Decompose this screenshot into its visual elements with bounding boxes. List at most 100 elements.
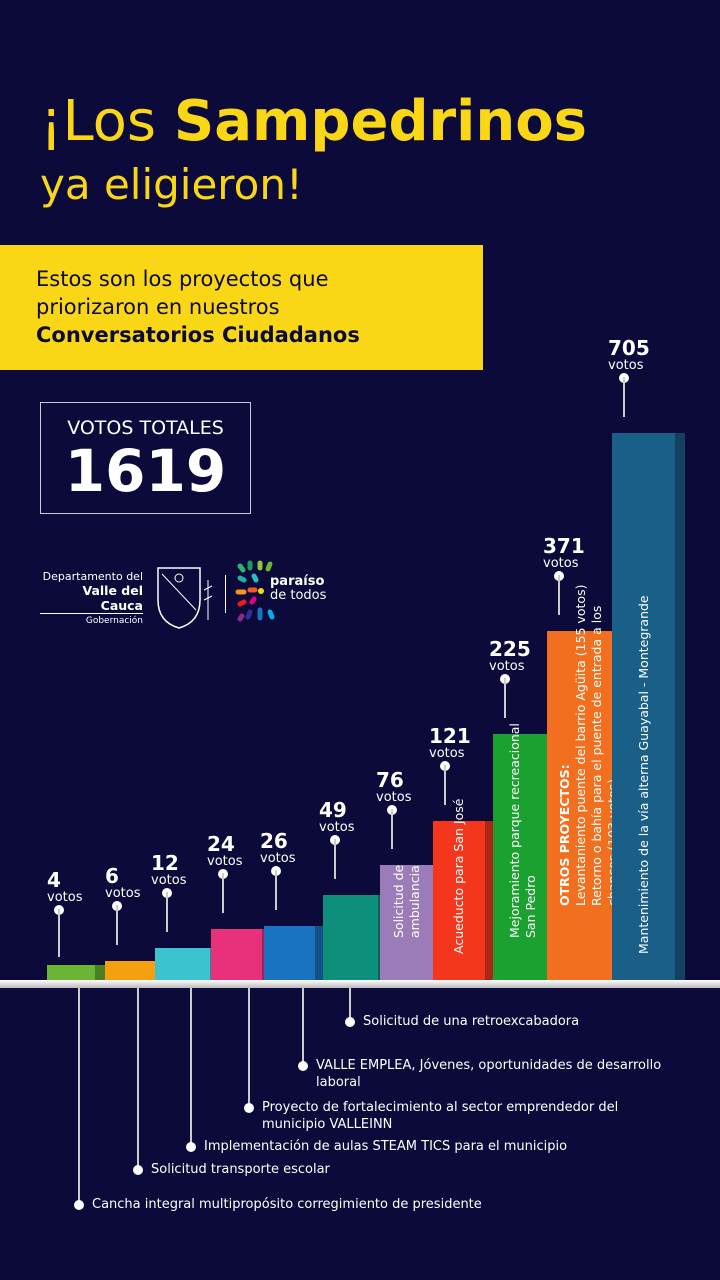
legend-item: Solicitud transporte escolar bbox=[151, 1162, 330, 1177]
legend-item: VALLE EMPLEA, Jóvenes, oportunidades de … bbox=[316, 1058, 662, 1090]
value-label: 6 votos bbox=[105, 865, 140, 901]
value-connector bbox=[116, 904, 118, 945]
bar-inside-label: Acueducto para San José bbox=[451, 798, 466, 954]
total-votes-label: VOTOS TOTALES bbox=[67, 417, 224, 439]
value-label: 371 votos bbox=[543, 535, 585, 571]
legend-item: Cancha integral multipropósito corregimi… bbox=[92, 1197, 482, 1212]
legend-dot bbox=[345, 1017, 355, 1027]
value-label: 705 votos bbox=[608, 337, 650, 373]
value-connector bbox=[166, 892, 168, 933]
title-line2: ya eligieron! bbox=[40, 160, 303, 209]
value-connector bbox=[444, 764, 446, 805]
value-number: 12 bbox=[151, 851, 179, 876]
bar-face bbox=[493, 734, 553, 980]
value-label: 76 votos bbox=[376, 769, 411, 805]
value-number: 4 bbox=[47, 868, 61, 893]
banner: Estos son los proyectos que priorizaron … bbox=[0, 245, 483, 370]
total-votes-value: 1619 bbox=[64, 437, 227, 505]
value-label: 12 votos bbox=[151, 852, 186, 888]
dept-line1: Departamento del bbox=[42, 570, 143, 583]
legend-connector bbox=[302, 988, 304, 1066]
bar-face bbox=[264, 925, 315, 980]
value-number: 76 bbox=[376, 767, 404, 792]
bar-side bbox=[485, 820, 495, 980]
legend-item: Implementación de aulas STEAM TICS para … bbox=[204, 1139, 568, 1154]
title-pre: ¡Los bbox=[40, 89, 174, 154]
bar-face bbox=[155, 948, 210, 980]
value-connector bbox=[623, 376, 625, 417]
banner-line3: Conversatorios Ciudadanos bbox=[36, 323, 360, 347]
coat-of-arms-icon bbox=[157, 567, 213, 629]
bar-face bbox=[211, 928, 262, 980]
bar-face bbox=[47, 965, 95, 980]
value-number: 705 bbox=[608, 335, 650, 360]
bar-inside-label: Mejoramiento parque recreacional San Ped… bbox=[507, 723, 538, 938]
bar bbox=[264, 925, 325, 980]
value-connector bbox=[275, 869, 277, 910]
value-connector bbox=[222, 872, 224, 913]
banner-line2: priorizaron en nuestros bbox=[36, 295, 280, 319]
legend-dot bbox=[298, 1061, 308, 1071]
bar: Mantenimiento de la vía alterna Guayabal… bbox=[612, 432, 685, 980]
value-connector bbox=[504, 678, 506, 719]
bar-face bbox=[323, 895, 378, 980]
value-label: 225 votos bbox=[489, 638, 531, 674]
value-number: 121 bbox=[429, 723, 471, 748]
chart-baseline bbox=[0, 980, 720, 988]
brand-line1: paraíso bbox=[270, 574, 325, 589]
value-unit: votos bbox=[489, 659, 525, 675]
value-unit: votos bbox=[376, 789, 412, 805]
value-unit: votos bbox=[260, 850, 296, 866]
legend-dot bbox=[244, 1103, 254, 1113]
legend-connector bbox=[78, 988, 80, 1205]
legend-connector bbox=[137, 988, 139, 1170]
value-number: 26 bbox=[260, 828, 288, 853]
bar-inside-label: Solicitud de ambulancia bbox=[390, 864, 422, 938]
bar-face bbox=[380, 864, 433, 980]
value-label: 4 votos bbox=[47, 869, 82, 905]
value-unit: votos bbox=[319, 820, 355, 836]
value-number: 24 bbox=[207, 831, 235, 856]
value-number: 371 bbox=[543, 533, 585, 558]
value-number: 225 bbox=[489, 637, 531, 662]
logo-divider bbox=[225, 575, 226, 613]
otros-line2: Retorno o bahía para el puente de entrad… bbox=[589, 605, 604, 906]
legend-dot bbox=[74, 1200, 84, 1210]
department-logo-text: Departamento del Valle del Cauca Goberna… bbox=[40, 570, 143, 626]
value-connector bbox=[334, 839, 336, 880]
bar-inside-label: Mantenimiento de la vía alterna Guayabal… bbox=[635, 595, 651, 954]
value-unit: votos bbox=[151, 873, 187, 889]
value-label: 121 votos bbox=[429, 725, 471, 761]
paraiso-burst-icon bbox=[235, 560, 275, 622]
banner-line1: Estos son los proyectos que bbox=[36, 267, 329, 291]
bar: Acueducto para San José bbox=[433, 799, 495, 980]
value-unit: votos bbox=[207, 853, 243, 869]
bar bbox=[211, 928, 272, 980]
bar-side bbox=[675, 432, 685, 980]
value-unit: votos bbox=[543, 555, 579, 571]
legend-dot bbox=[186, 1142, 196, 1152]
legend-connector bbox=[248, 988, 250, 1108]
value-connector bbox=[391, 808, 393, 849]
logos: Departamento del Valle del Cauca Goberna… bbox=[40, 560, 340, 630]
total-votes-box: VOTOS TOTALES 1619 bbox=[40, 402, 251, 514]
bar-face bbox=[105, 960, 155, 980]
value-unit: votos bbox=[608, 357, 644, 373]
legend-connector bbox=[349, 988, 351, 1022]
bar bbox=[47, 965, 105, 980]
legend-item: Solicitud de una retroexcabadora bbox=[363, 1014, 580, 1029]
dept-line2: Valle del Cauca bbox=[40, 583, 143, 614]
bar-side bbox=[315, 925, 325, 980]
value-connector bbox=[558, 574, 560, 615]
bar bbox=[323, 895, 388, 980]
value-label: 49 votos bbox=[319, 799, 354, 835]
value-connector bbox=[58, 909, 60, 958]
dept-line3: Gobernación bbox=[85, 616, 143, 626]
value-unit: votos bbox=[105, 885, 141, 901]
brand-line2: de todos bbox=[270, 588, 327, 603]
legend-dot bbox=[133, 1165, 143, 1175]
value-number: 6 bbox=[105, 863, 119, 888]
otros-line1: Levantaniento puente del barrio Agüita (… bbox=[573, 584, 588, 906]
value-number: 49 bbox=[319, 798, 347, 823]
value-unit: votos bbox=[429, 745, 465, 761]
